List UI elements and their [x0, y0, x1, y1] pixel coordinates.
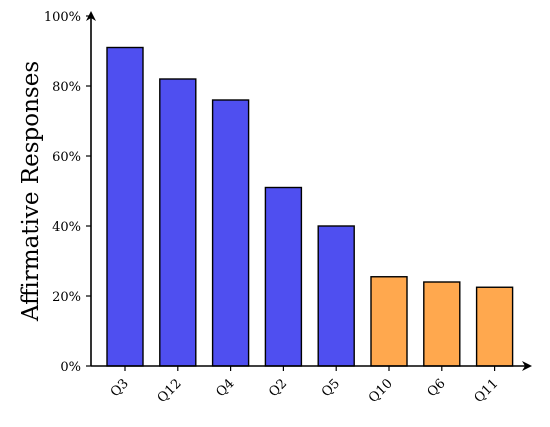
bar-q12: [159, 78, 197, 367]
bar-q11: [475, 286, 514, 367]
x-tick-label-q4: Q4: [213, 376, 237, 400]
x-tick-label-q11: Q11: [472, 376, 502, 406]
x-tick-label-q2: Q2: [266, 376, 290, 400]
x-tick-label-q10: Q10: [366, 376, 396, 406]
bars-group: [106, 46, 514, 367]
y-tick-label: 20%: [52, 290, 81, 305]
y-tick-label: 0%: [60, 360, 81, 375]
bar-q6: [423, 281, 461, 367]
x-tick-label-q6: Q6: [425, 376, 449, 400]
bar-q5: [317, 225, 355, 367]
y-ticks-group: 0% 20% 40% 60% 80% 100%: [44, 10, 91, 375]
x-tick-label-q5: Q5: [319, 376, 343, 400]
x-ticks-group: Q3 Q12 Q4 Q2 Q5 Q10 Q6 Q11: [108, 366, 502, 406]
y-tick-label: 40%: [52, 220, 81, 235]
x-tick-label-q12: Q12: [155, 376, 185, 406]
bar-q3: [106, 46, 144, 367]
y-tick-label: 100%: [44, 10, 81, 25]
bar-q10: [370, 276, 408, 367]
bar-q4: [211, 99, 250, 367]
bar-q2: [264, 186, 303, 367]
y-tick-label: 60%: [52, 150, 81, 165]
y-tick-label: 80%: [52, 80, 81, 95]
x-tick-label-q3: Q3: [108, 376, 132, 400]
y-axis-title: Affirmative Responses: [18, 61, 44, 322]
